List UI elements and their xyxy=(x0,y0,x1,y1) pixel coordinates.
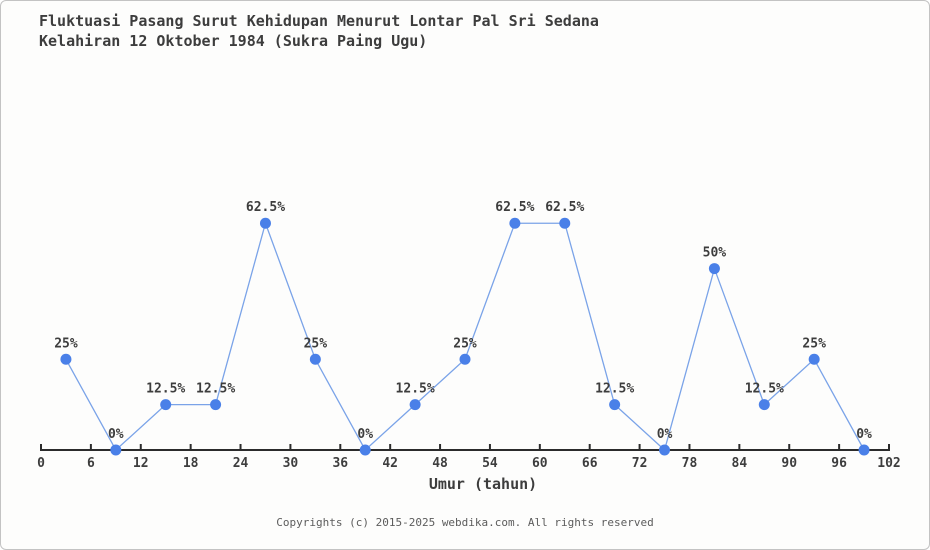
x-axis-tick-label: 84 xyxy=(732,456,748,471)
x-axis-tick-label: 72 xyxy=(632,456,648,471)
x-axis-tick-label: 78 xyxy=(682,456,698,471)
data-point xyxy=(409,399,421,411)
x-axis-tick-label: 90 xyxy=(781,456,797,471)
data-point-label: 0% xyxy=(108,427,124,442)
x-axis-tick-label: 36 xyxy=(332,456,348,471)
data-point-label: 12.5% xyxy=(396,382,435,397)
x-axis-tick-label: 18 xyxy=(183,456,199,471)
x-axis-tick-label: 102 xyxy=(877,456,900,471)
data-point-label: 25% xyxy=(802,336,826,351)
data-point xyxy=(708,263,720,275)
data-point xyxy=(609,399,621,411)
data-point xyxy=(60,353,72,365)
data-point xyxy=(160,399,172,411)
chart-title: Fluktuasi Pasang Surut Kehidupan Menurut… xyxy=(39,11,599,51)
data-point xyxy=(110,444,122,456)
data-point-label: 62.5% xyxy=(495,200,534,215)
x-axis-tick-label: 66 xyxy=(582,456,598,471)
x-axis-tick-label: 0 xyxy=(37,456,45,471)
data-point-label: 12.5% xyxy=(745,382,784,397)
data-point-label: 12.5% xyxy=(595,382,634,397)
x-axis-tick-label: 48 xyxy=(432,456,448,471)
data-point xyxy=(459,353,471,365)
x-axis-tick-label: 42 xyxy=(382,456,398,471)
x-axis-tick-label: 12 xyxy=(133,456,149,471)
data-point-label: 62.5% xyxy=(545,200,584,215)
data-point-label: 25% xyxy=(304,336,328,351)
data-point xyxy=(509,217,521,229)
data-point-label: 50% xyxy=(703,246,727,261)
data-point xyxy=(210,399,222,411)
data-point xyxy=(309,353,321,365)
data-point-label: 0% xyxy=(357,427,373,442)
data-point xyxy=(758,399,770,411)
data-point xyxy=(808,353,820,365)
data-point xyxy=(559,217,571,229)
data-point-label: 0% xyxy=(657,427,673,442)
data-point-label: 12.5% xyxy=(196,382,235,397)
x-axis-title: Umur (tahun) xyxy=(428,475,538,493)
data-point xyxy=(858,444,870,456)
x-axis-tick-label: 30 xyxy=(283,456,299,471)
x-axis-tick-label: 60 xyxy=(532,456,548,471)
data-point-label: 25% xyxy=(54,336,78,351)
data-point xyxy=(659,444,671,456)
x-axis-tick-label: 96 xyxy=(831,456,847,471)
x-axis-tick-label: 6 xyxy=(87,456,95,471)
data-point-label: 12.5% xyxy=(146,382,185,397)
data-point xyxy=(359,444,371,456)
x-axis-tick-label: 54 xyxy=(482,456,498,471)
data-point xyxy=(259,217,271,229)
data-point-label: 0% xyxy=(856,427,872,442)
copyright-footer: Copyrights (c) 2015-2025 webdika.com. Al… xyxy=(276,516,654,529)
chart-title-line1: Fluktuasi Pasang Surut Kehidupan Menurut… xyxy=(39,12,599,30)
data-point-label: 62.5% xyxy=(246,200,285,215)
chart-title-line2: Kelahiran 12 Oktober 1984 (Sukra Paing U… xyxy=(39,32,428,50)
data-point-label: 25% xyxy=(453,336,477,351)
x-axis-tick-label: 24 xyxy=(233,456,249,471)
